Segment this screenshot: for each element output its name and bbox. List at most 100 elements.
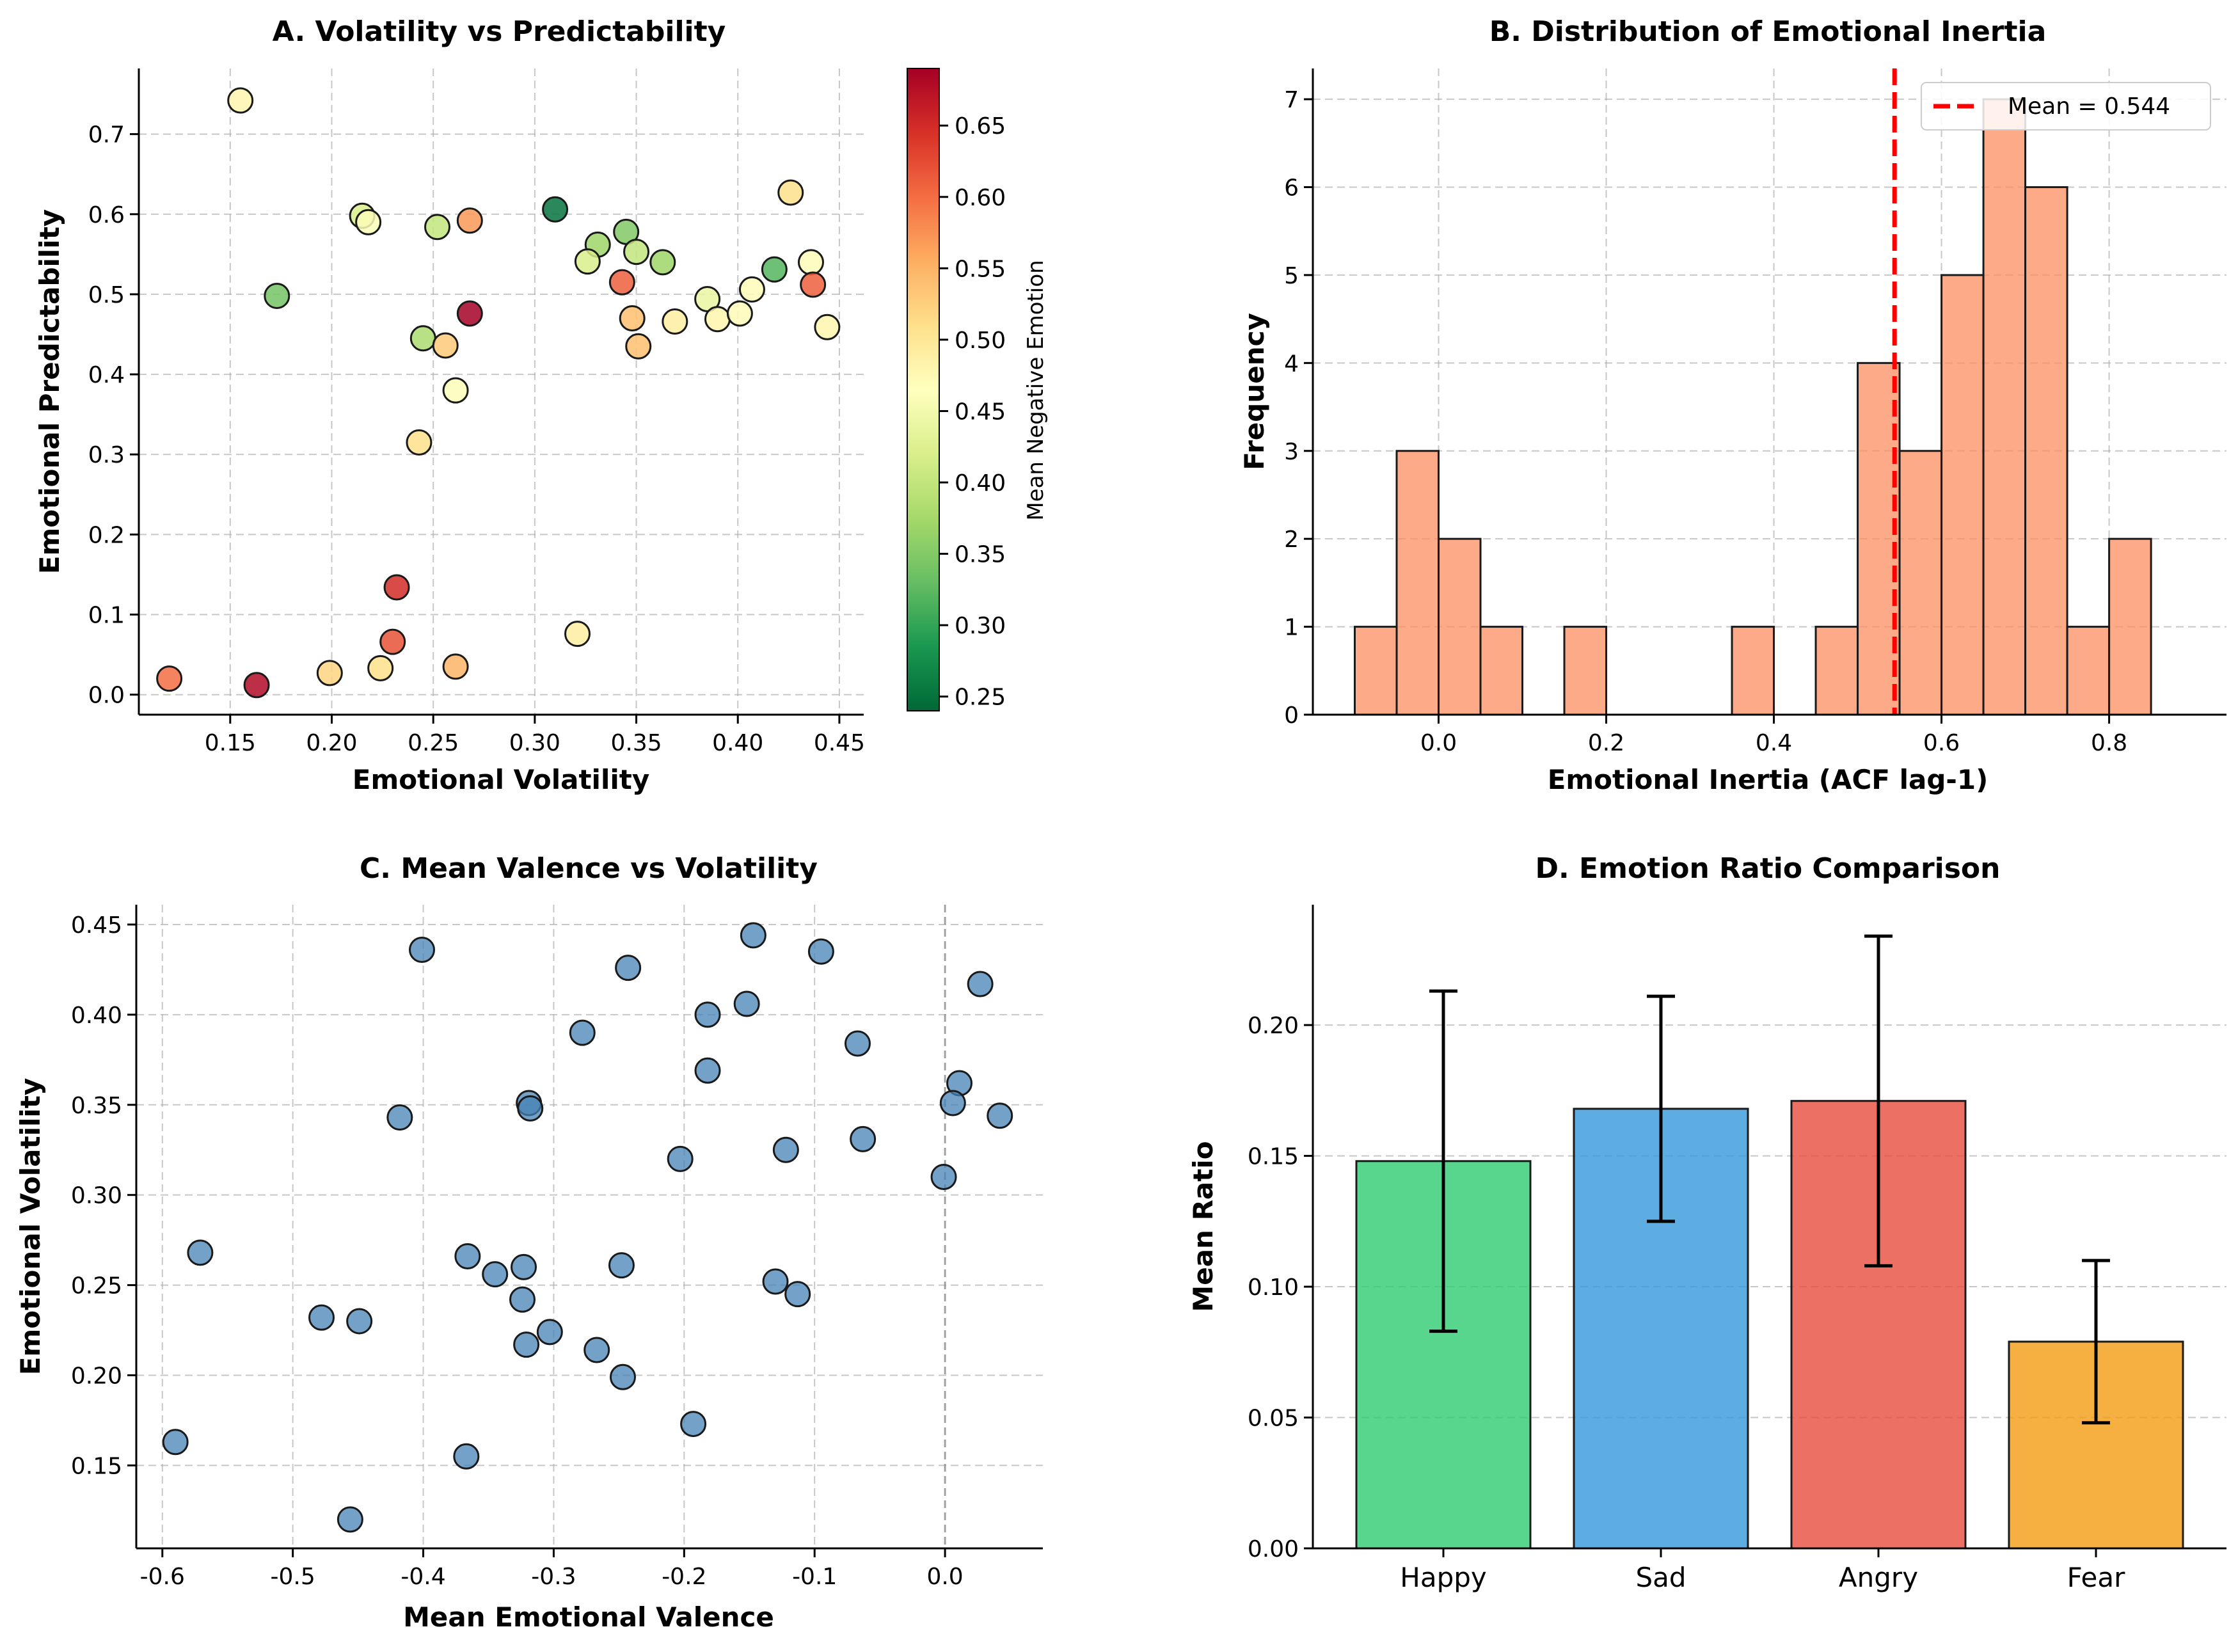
colorbar-tick-label: 0.45 (955, 399, 1006, 425)
y-tick-label: 0.7 (88, 122, 125, 148)
x-tick-label: 0.6 (1923, 730, 1960, 756)
scatter-point (680, 1411, 707, 1438)
scatter-point (383, 574, 410, 601)
panel-c-y-label: Emotional Volatility (15, 1078, 46, 1375)
x-tick-label: 0.20 (306, 730, 357, 756)
panel-a-y-ticks: 0.0 0.1 0.2 0.3 0.4 0.5 0.6 0.7 (88, 122, 139, 709)
panel-c-x-ticks: -0.6 -0.5 -0.4 -0.3 -0.2 -0.1 0.0 (140, 1548, 964, 1590)
y-tick-label: 0.4 (88, 362, 125, 388)
x-tick-label: -0.4 (401, 1564, 445, 1590)
panel-b-legend-box (1921, 82, 2211, 131)
scatter-point (667, 1145, 694, 1172)
panel-d-y-ticks: 0.00 0.05 0.10 0.15 0.20 (1248, 1013, 1313, 1562)
scatter-point (987, 1102, 1013, 1129)
x-tick-label: -0.1 (792, 1564, 837, 1590)
histogram-bar (1898, 450, 1943, 716)
scatter-point (409, 325, 436, 352)
y-tick-label: 0.20 (1248, 1013, 1299, 1039)
histogram-bar (2024, 186, 2068, 716)
x-tick-label: 0.0 (926, 1564, 963, 1590)
y-tick-label: 0.15 (1248, 1144, 1299, 1170)
scatter-point (939, 1090, 966, 1116)
scatter-point (308, 1304, 335, 1331)
histogram-bar (2066, 626, 2111, 716)
scatter-point (442, 377, 469, 404)
panel-c-title: C. Mean Valence vs Volatility (360, 852, 818, 885)
y-tick-label: 0.6 (88, 202, 125, 228)
x-tick-label: -0.2 (662, 1564, 706, 1590)
colorbar-tick-label: 0.55 (955, 256, 1006, 282)
y-tick-label: 0.15 (71, 1453, 122, 1479)
scatter-point (608, 1252, 635, 1279)
scatter-point (930, 1164, 957, 1191)
y-tick-label: 0.45 (71, 912, 122, 939)
histogram-bar (1479, 626, 1524, 716)
category-label-angry: Angry (1839, 1562, 1918, 1593)
scatter-point (156, 665, 183, 692)
scatter-point (379, 628, 406, 655)
scatter-point (733, 990, 760, 1017)
scatter-point (367, 655, 394, 681)
histogram-bar (1438, 537, 1482, 716)
scatter-point (619, 305, 646, 331)
y-tick-label: 1 (1284, 615, 1299, 641)
histogram-bar (1395, 450, 1440, 716)
scatter-point (337, 1506, 363, 1533)
y-tick-label: 0.5 (88, 282, 125, 308)
panel-c-points (162, 922, 1013, 1533)
y-tick-label: 0.2 (88, 522, 125, 548)
colorbar-tick-label: 0.60 (955, 185, 1006, 211)
panel-b-x-ticks: 0.0 0.2 0.4 0.6 0.8 (1420, 715, 2127, 756)
panel-a-x-ticks: 0.15 0.20 0.25 0.30 0.35 0.40 0.45 (205, 715, 865, 756)
scatter-point (762, 1268, 789, 1295)
scatter-point (694, 1057, 721, 1084)
scatter-point (625, 333, 652, 360)
panel-c-valence-vs-volatility: C. Mean Valence vs Volatility -0.6 -0.5 -0… (15, 852, 1043, 1633)
scatter-point (649, 249, 676, 276)
scatter-point (456, 207, 483, 234)
panel-b-title: B. Distribution of Emotional Inertia (1489, 15, 2047, 48)
y-tick-label: 7 (1284, 87, 1299, 113)
y-tick-label: 0.30 (71, 1183, 122, 1209)
scatter-point (662, 308, 688, 335)
panel-d-error-bars (1429, 934, 2110, 1425)
y-tick-label: 0.35 (71, 1093, 122, 1119)
scatter-point (542, 196, 569, 223)
panel-b-emotional-inertia-histogram: B. Distribution of Emotional Inertia 0.0… (1239, 15, 2226, 795)
category-label-fear: Fear (2067, 1562, 2125, 1593)
scatter-point (536, 1319, 563, 1346)
y-tick-label: 0.00 (1248, 1536, 1299, 1562)
y-tick-label: 4 (1284, 351, 1299, 377)
scatter-point (694, 1001, 721, 1028)
panel-a-volatility-vs-predictability: A. Volatility vs Predictability 0.15 0.20… (34, 15, 1049, 795)
panel-a-y-label: Emotional Predictability (34, 209, 65, 574)
scatter-point (850, 1125, 877, 1152)
scatter-point (264, 282, 290, 309)
panel-c-y-ticks: 0.15 0.20 0.25 0.30 0.35 0.40 0.45 (71, 912, 136, 1479)
scatter-point (346, 1308, 373, 1335)
panel-a-colorbar (907, 68, 940, 711)
y-tick-label: 0.10 (1248, 1275, 1299, 1301)
scatter-point (807, 938, 834, 965)
panel-a-x-label: Emotional Volatility (353, 764, 649, 795)
colorbar-tick-label: 0.30 (955, 613, 1006, 639)
scatter-point (442, 653, 469, 680)
colorbar-tick-label: 0.40 (955, 470, 1006, 496)
scatter-point (453, 1443, 480, 1470)
y-tick-label: 6 (1284, 175, 1299, 202)
panel-a-colorbar-label: Mean Negative Emotion (1023, 260, 1049, 520)
x-tick-label: 0.2 (1588, 730, 1624, 756)
y-tick-label: 0.40 (71, 1003, 122, 1029)
panel-b-legend: Mean = 0.544 (1921, 82, 2211, 131)
panel-a-title: A. Volatility vs Predictability (273, 15, 726, 48)
x-tick-label: 0.40 (712, 730, 763, 756)
panel-b-y-ticks: 0 1 2 3 4 5 6 7 (1284, 87, 1313, 729)
scatter-point (569, 1019, 596, 1046)
x-tick-label: 0.0 (1420, 730, 1457, 756)
panel-c-grid (136, 905, 1043, 1548)
histogram-bar (1354, 626, 1398, 716)
scatter-point (740, 922, 766, 949)
panel-d-bars (1355, 1100, 2184, 1550)
category-label-happy: Happy (1400, 1562, 1487, 1593)
